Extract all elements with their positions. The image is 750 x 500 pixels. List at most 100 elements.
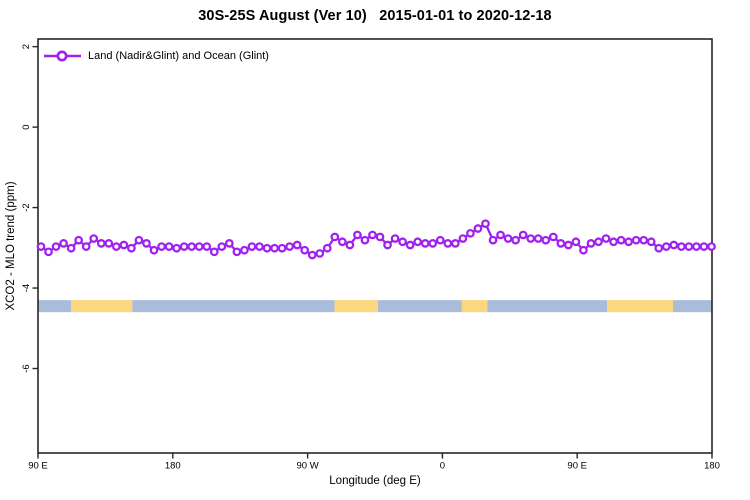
series-point	[383, 240, 392, 250]
series-point	[488, 235, 498, 245]
surface-band-land	[334, 300, 378, 313]
series-point	[699, 242, 709, 251]
series-point	[164, 242, 174, 251]
series-point	[292, 240, 302, 250]
series-point	[59, 239, 68, 248]
series-point	[111, 242, 121, 251]
series-point	[473, 224, 483, 233]
series-point	[677, 242, 686, 251]
series-point	[89, 234, 99, 243]
series-point	[661, 242, 671, 251]
surface-band-ocean	[132, 300, 335, 313]
series-point	[81, 242, 91, 251]
legend-label: Land (Nadir&Glint) and Ocean (Glint)	[88, 50, 269, 62]
series-point	[646, 237, 656, 247]
surface-band-ocean	[487, 300, 608, 313]
series-point	[194, 242, 204, 251]
series-point	[240, 245, 249, 255]
series-point	[300, 245, 310, 255]
series-point	[684, 242, 694, 251]
series-point	[337, 237, 347, 247]
series-point	[707, 242, 716, 251]
series-point	[390, 234, 400, 243]
series-point	[134, 235, 144, 245]
series-point	[586, 239, 596, 248]
series-point	[277, 243, 287, 253]
series-point	[579, 245, 588, 255]
x-tick-label: 90 E	[567, 461, 587, 472]
series-point	[179, 242, 189, 251]
series-point	[36, 242, 46, 251]
series-point	[44, 247, 53, 257]
series-point	[616, 235, 626, 245]
series-point	[307, 250, 317, 260]
series-point	[571, 237, 581, 247]
series-point	[149, 245, 159, 255]
x-axis-label: Longitude (deg E)	[329, 475, 421, 487]
series-point	[631, 235, 641, 245]
chart-title: 30S-25S August (Ver 10) 2015-01-01 to 20…	[198, 8, 552, 24]
series-point	[353, 230, 362, 240]
series-point	[466, 228, 475, 238]
series-point	[428, 239, 438, 248]
series-point	[104, 239, 114, 248]
series-point	[202, 242, 212, 251]
series-point	[232, 247, 242, 257]
surface-band-ocean	[673, 300, 712, 313]
legend: Land (Nadir&Glint) and Ocean (Glint)	[43, 49, 269, 63]
series-point	[262, 243, 272, 253]
series-point	[458, 234, 468, 243]
series-point	[594, 237, 603, 247]
series-point	[624, 237, 633, 247]
series-point	[209, 247, 219, 257]
series-point	[443, 239, 453, 248]
y-tick-label: -4	[21, 284, 32, 292]
series-point	[375, 232, 385, 242]
series-point	[601, 234, 611, 243]
surface-band-land	[607, 300, 674, 313]
x-tick-label: 180	[165, 461, 181, 472]
series-point	[368, 230, 377, 240]
series-point	[413, 237, 423, 247]
surface-band-ocean	[377, 300, 462, 313]
series-point	[157, 242, 166, 251]
series-point	[533, 234, 543, 243]
series-point	[127, 243, 136, 253]
series-point	[669, 240, 679, 250]
series-point	[247, 242, 257, 251]
series-point	[224, 239, 234, 248]
series-point	[564, 240, 573, 250]
series-point	[639, 235, 649, 245]
series-point	[526, 234, 536, 243]
series-point	[345, 240, 355, 250]
series-point	[541, 235, 551, 245]
series-point	[398, 237, 407, 247]
series-point	[435, 235, 445, 245]
y-tick-label: -2	[21, 203, 32, 211]
series-point	[548, 232, 558, 242]
x-tick-label: 90 W	[297, 461, 319, 472]
surface-band-ocean	[38, 300, 71, 313]
series-point	[420, 239, 430, 248]
series-point	[270, 243, 279, 253]
y-tick-label: -6	[21, 364, 32, 372]
series-point	[51, 242, 61, 251]
series-point	[609, 237, 618, 247]
legend-line-marker-icon	[44, 50, 81, 62]
series-point	[74, 235, 84, 245]
series-point	[692, 242, 701, 251]
series-point	[360, 235, 370, 245]
series-point	[142, 239, 151, 248]
series-point	[556, 239, 566, 248]
series-point	[285, 242, 294, 251]
x-tick-label: 90 E	[28, 461, 48, 472]
series-point	[66, 243, 76, 253]
series-point	[96, 239, 106, 248]
series-point	[481, 219, 490, 229]
series-point	[405, 240, 415, 250]
series-point	[217, 242, 227, 251]
series-point	[322, 243, 332, 253]
x-tick-label: 0	[440, 461, 445, 472]
